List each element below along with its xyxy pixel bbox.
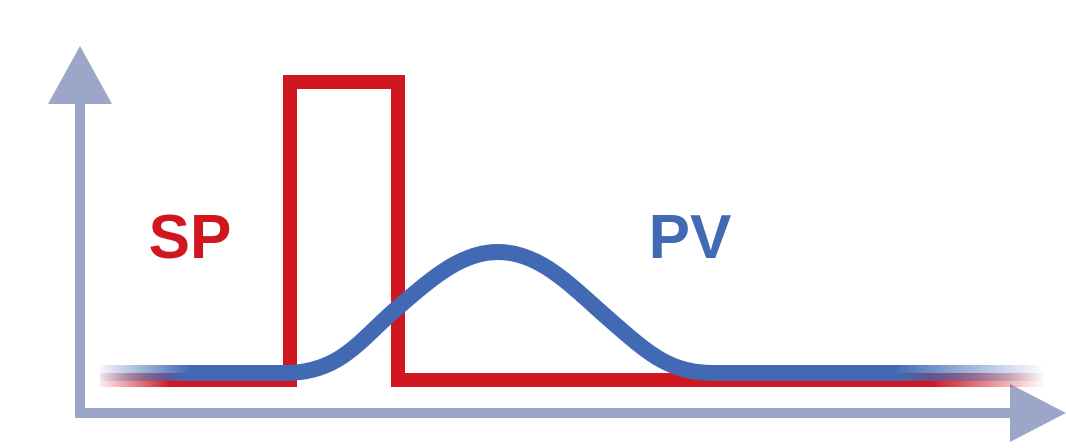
x-axis-arrow [1010, 384, 1066, 442]
grid [20, 0, 820, 448]
sp-label: SP [149, 203, 232, 272]
pv-curve [100, 243, 1045, 381]
sp-curve [100, 75, 1045, 387]
y-axis-arrow [48, 46, 112, 104]
pv-label: PV [649, 203, 732, 272]
axes [48, 46, 1066, 442]
